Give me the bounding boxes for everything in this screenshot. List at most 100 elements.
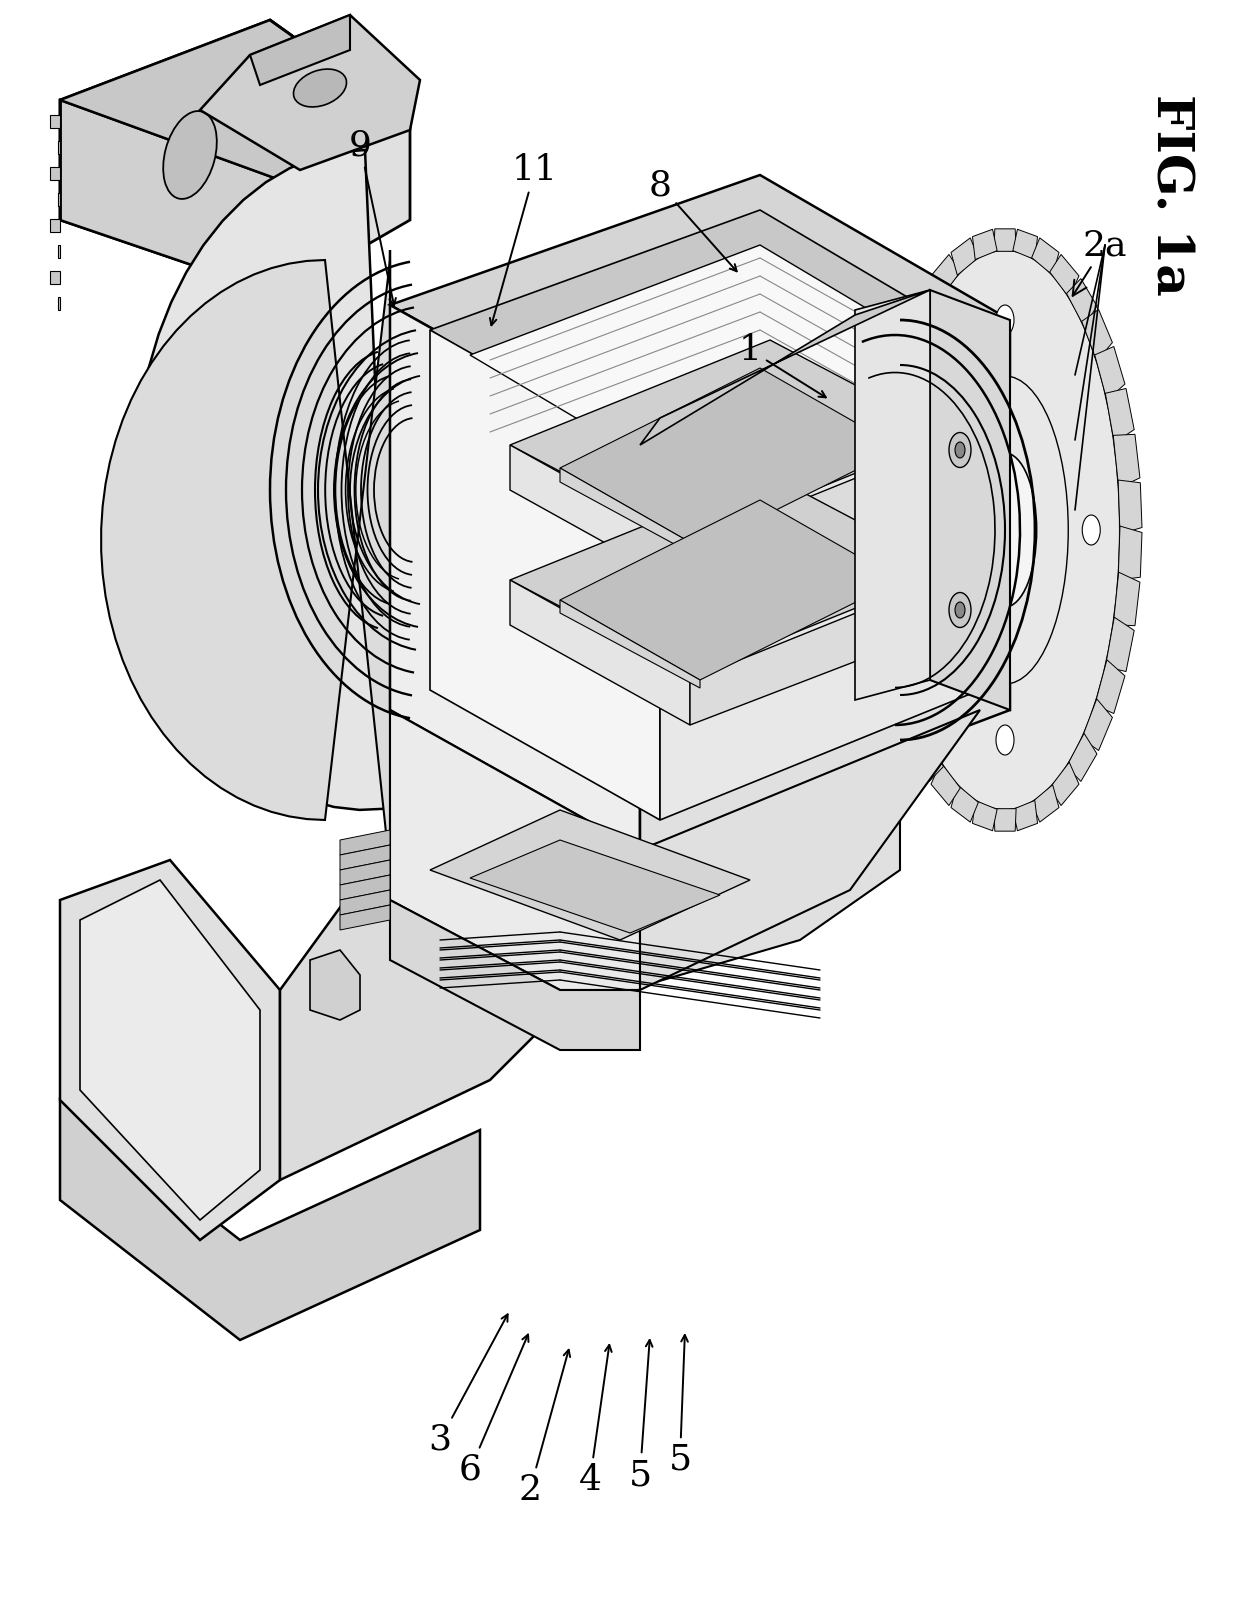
Text: 2a: 2a [1073,228,1127,295]
Ellipse shape [955,602,965,618]
Polygon shape [1114,435,1140,488]
Polygon shape [913,733,944,782]
Polygon shape [340,844,391,870]
Polygon shape [60,19,410,295]
Polygon shape [885,347,915,400]
Polygon shape [510,445,689,591]
Polygon shape [58,297,60,310]
Polygon shape [391,175,1011,445]
Polygon shape [58,141,60,154]
Polygon shape [60,1099,480,1340]
Polygon shape [560,681,900,1010]
Polygon shape [60,860,280,1241]
Polygon shape [340,860,391,884]
Polygon shape [1095,660,1125,714]
Polygon shape [931,762,960,806]
Polygon shape [340,830,391,855]
Ellipse shape [910,515,928,546]
Polygon shape [340,875,391,900]
Polygon shape [870,435,897,488]
Polygon shape [470,246,950,469]
Polygon shape [135,149,391,811]
Polygon shape [1032,785,1059,822]
Text: 5: 5 [629,1340,652,1493]
Polygon shape [1105,388,1135,443]
Text: 4: 4 [579,1345,611,1497]
Polygon shape [81,880,260,1220]
Polygon shape [250,14,350,85]
Text: 1: 1 [739,332,826,398]
Polygon shape [560,501,900,681]
Polygon shape [58,193,60,205]
Polygon shape [391,900,640,1050]
Polygon shape [1066,733,1097,782]
Polygon shape [885,660,915,714]
Polygon shape [1066,279,1097,327]
Polygon shape [60,100,280,295]
Polygon shape [560,368,900,547]
Polygon shape [102,260,391,870]
Polygon shape [560,600,701,689]
Text: 6: 6 [459,1334,528,1486]
Polygon shape [510,340,950,539]
Polygon shape [931,255,960,299]
Polygon shape [430,331,660,820]
Polygon shape [660,340,980,820]
Polygon shape [1032,238,1059,274]
Polygon shape [868,480,892,534]
Ellipse shape [1083,515,1100,546]
Polygon shape [875,388,905,443]
Polygon shape [930,291,1011,709]
Polygon shape [951,238,978,274]
Text: 11: 11 [490,152,558,326]
Polygon shape [58,246,60,258]
Polygon shape [510,579,689,725]
Polygon shape [994,230,1016,252]
Polygon shape [340,905,391,929]
Polygon shape [1050,762,1079,806]
Text: 3: 3 [429,1314,507,1457]
Polygon shape [50,218,60,233]
Polygon shape [1050,255,1079,299]
Text: 8: 8 [649,169,737,271]
Polygon shape [689,575,950,725]
Polygon shape [1118,526,1142,579]
Polygon shape [470,839,720,933]
Ellipse shape [996,725,1014,754]
Polygon shape [510,475,950,676]
Polygon shape [898,698,929,751]
Polygon shape [994,809,1016,831]
Polygon shape [640,291,930,445]
Ellipse shape [996,305,1014,335]
Polygon shape [1081,310,1112,361]
Polygon shape [280,770,560,1180]
Polygon shape [913,279,944,327]
Ellipse shape [294,69,346,108]
Polygon shape [868,526,892,579]
Polygon shape [951,785,978,822]
Polygon shape [50,167,60,180]
Text: FIG. 1a: FIG. 1a [1146,95,1194,295]
Ellipse shape [949,432,971,467]
Polygon shape [1114,573,1140,626]
Polygon shape [689,440,950,591]
Polygon shape [898,310,929,361]
Polygon shape [1013,230,1038,260]
Polygon shape [391,709,640,990]
Polygon shape [60,19,410,180]
Ellipse shape [955,441,965,457]
Polygon shape [1095,347,1125,400]
Polygon shape [1118,480,1142,534]
Polygon shape [875,618,905,671]
Text: 9: 9 [348,128,396,305]
Polygon shape [972,801,997,831]
Polygon shape [200,14,420,170]
Polygon shape [430,811,750,941]
Polygon shape [50,271,60,284]
Polygon shape [391,305,640,851]
Polygon shape [560,469,701,559]
Polygon shape [1013,801,1038,831]
Polygon shape [430,210,980,461]
Polygon shape [640,319,1011,851]
Ellipse shape [949,592,971,628]
